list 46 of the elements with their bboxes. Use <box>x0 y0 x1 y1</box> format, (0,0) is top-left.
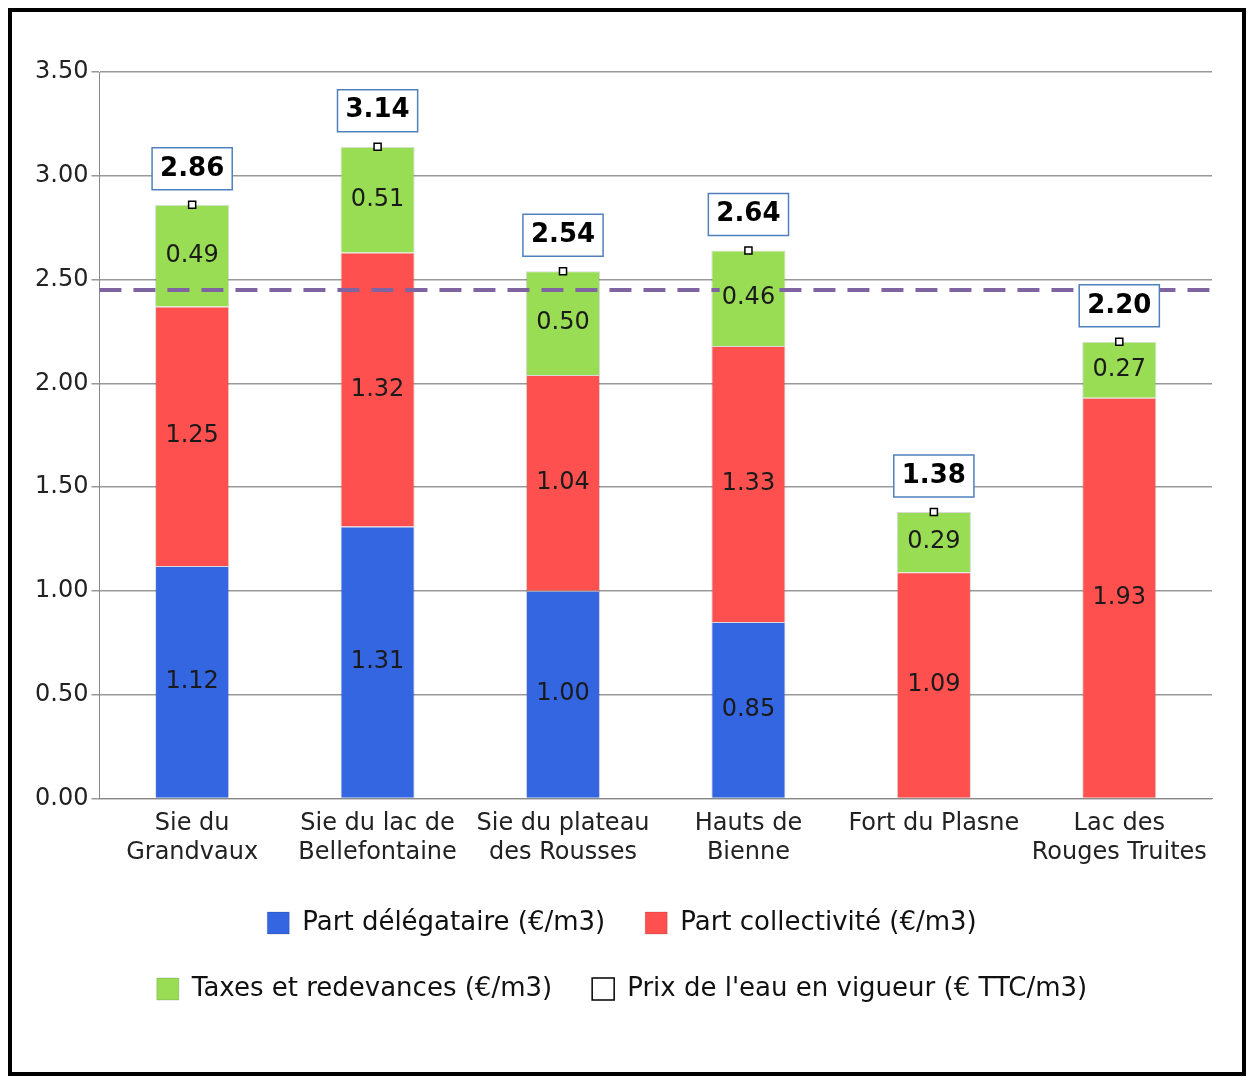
legend-label: Taxes et redevances (€/m3) <box>190 971 553 1002</box>
data-label: 1.04 <box>536 467 590 496</box>
x-tick-label: Sie du Grandvaux <box>126 808 259 865</box>
point <box>1115 337 1124 347</box>
data-label: 0.50 <box>536 307 590 336</box>
y-tick-label: 3.00 <box>35 160 89 189</box>
legend-label: Part délégataire (€/m3) <box>302 905 606 936</box>
y-tick-label: 2.00 <box>35 367 89 396</box>
x-tick-label: Hauts de Bienne <box>694 808 803 865</box>
data-label: 0.85 <box>721 694 776 723</box>
data-label: 0.51 <box>350 183 405 212</box>
x-tick-label: Sie du plateau des Rousses <box>476 808 650 865</box>
x-tick-label: Fort du Plasne <box>848 808 1020 837</box>
y-tick-label: 1.50 <box>35 471 89 500</box>
point <box>187 200 197 210</box>
x-tick-label: Lac des Rouges Truites <box>1031 808 1207 865</box>
data-label: 1.33 <box>721 468 776 497</box>
data-label: 0.46 <box>721 282 776 311</box>
data-label: 1.09 <box>907 669 961 698</box>
point <box>929 507 939 517</box>
data-label: 1.38 <box>901 458 966 489</box>
point <box>558 266 568 276</box>
y-tick-label: 2.50 <box>35 263 89 292</box>
data-label: 0.29 <box>907 526 961 555</box>
data-label: 0.49 <box>165 239 219 268</box>
x-tick-label: Sie du lac de Bellefontaine <box>298 808 457 865</box>
y-tick-label: 3.50 <box>35 56 89 85</box>
legend-label: Prix de l'eau en vigueur (€ TTC/m3) <box>627 971 1088 1002</box>
point <box>744 246 753 255</box>
legend-label: Part collectivité (€/m3) <box>680 905 977 936</box>
data-label: 0.27 <box>1092 354 1147 383</box>
y-tick-label: 1.00 <box>35 575 89 604</box>
data-label: 2.64 <box>716 197 781 228</box>
data-label: 2.54 <box>530 217 596 248</box>
data-label: 1.32 <box>350 373 405 402</box>
data-label: 1.93 <box>1092 581 1147 610</box>
data-label: 1.31 <box>350 646 405 675</box>
point <box>373 142 382 151</box>
data-label: 1.25 <box>165 420 219 449</box>
data-label: 2.20 <box>1087 288 1152 319</box>
data-label: 2.86 <box>160 151 225 182</box>
data-label: 3.14 <box>345 93 410 124</box>
y-tick-label: 0.00 <box>35 782 89 811</box>
data-label: 1.00 <box>536 678 590 707</box>
y-tick-label: 0.50 <box>35 678 89 707</box>
data-label: 1.12 <box>165 666 219 695</box>
